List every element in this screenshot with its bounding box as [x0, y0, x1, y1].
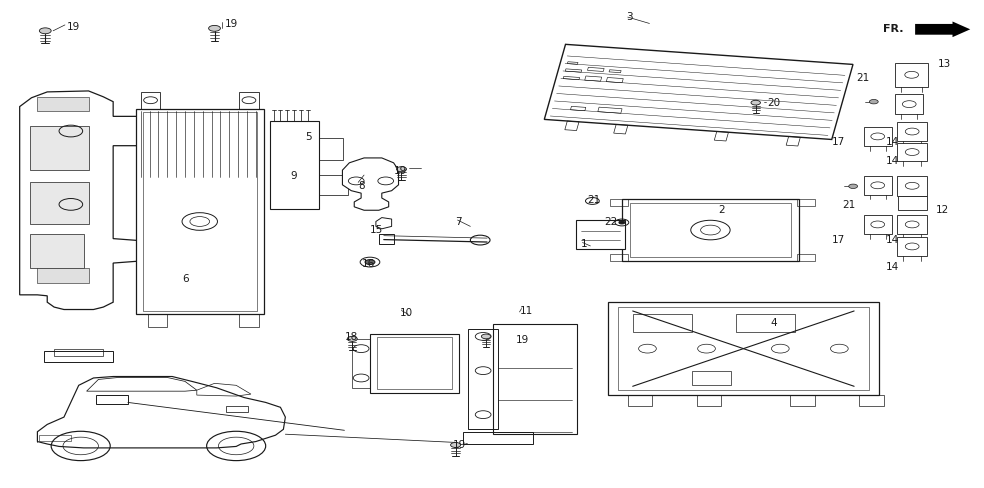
Polygon shape — [20, 92, 162, 310]
Circle shape — [451, 443, 461, 447]
Polygon shape — [608, 303, 879, 395]
Circle shape — [751, 101, 761, 106]
Circle shape — [365, 260, 375, 265]
Text: 7: 7 — [456, 217, 462, 227]
Text: 12: 12 — [936, 205, 949, 215]
Text: 8: 8 — [358, 181, 365, 190]
Text: 1: 1 — [581, 239, 587, 249]
Polygon shape — [897, 216, 927, 234]
Text: 18: 18 — [344, 332, 357, 342]
Polygon shape — [37, 377, 285, 448]
Polygon shape — [270, 122, 319, 210]
Text: 3: 3 — [626, 12, 633, 22]
Text: FR.: FR. — [883, 24, 903, 34]
Polygon shape — [864, 177, 892, 195]
Circle shape — [397, 167, 406, 172]
Polygon shape — [898, 196, 927, 211]
Circle shape — [39, 29, 51, 35]
Polygon shape — [544, 45, 853, 140]
Text: 20: 20 — [768, 98, 780, 107]
Text: 10: 10 — [400, 307, 412, 317]
Polygon shape — [493, 325, 577, 434]
Polygon shape — [897, 143, 927, 162]
Circle shape — [347, 337, 357, 342]
Polygon shape — [30, 183, 89, 224]
Polygon shape — [864, 128, 892, 146]
Polygon shape — [370, 334, 459, 393]
Circle shape — [848, 185, 858, 189]
Text: 19: 19 — [516, 334, 528, 344]
Text: 21: 21 — [587, 195, 600, 205]
Text: 19: 19 — [394, 166, 406, 176]
Polygon shape — [37, 98, 89, 112]
Text: 14: 14 — [886, 234, 898, 244]
Text: 2: 2 — [718, 205, 725, 215]
Text: 5: 5 — [305, 132, 312, 142]
Polygon shape — [37, 268, 89, 283]
Text: 19: 19 — [224, 20, 237, 29]
Polygon shape — [864, 216, 892, 234]
Text: 21: 21 — [842, 200, 855, 210]
Circle shape — [619, 222, 625, 224]
Polygon shape — [30, 127, 89, 171]
Polygon shape — [897, 238, 927, 256]
Polygon shape — [895, 95, 923, 115]
Text: 11: 11 — [520, 305, 532, 315]
Text: 17: 17 — [831, 234, 844, 244]
Circle shape — [209, 26, 220, 32]
Text: 14: 14 — [886, 156, 898, 166]
Text: 22: 22 — [604, 217, 617, 227]
Polygon shape — [576, 221, 625, 250]
Polygon shape — [342, 159, 399, 211]
Polygon shape — [897, 123, 927, 142]
Text: 16: 16 — [362, 259, 375, 268]
Text: 15: 15 — [370, 224, 383, 234]
Text: 21: 21 — [856, 73, 869, 83]
Polygon shape — [895, 63, 928, 88]
Polygon shape — [622, 200, 799, 261]
Text: 9: 9 — [290, 171, 297, 181]
Text: 19: 19 — [453, 439, 465, 449]
Polygon shape — [30, 234, 84, 268]
Text: 4: 4 — [770, 317, 777, 327]
Text: 6: 6 — [182, 273, 189, 283]
Text: 13: 13 — [938, 59, 951, 68]
Circle shape — [870, 101, 878, 105]
Text: 17: 17 — [831, 137, 844, 146]
Text: 14: 14 — [886, 261, 898, 271]
Circle shape — [481, 334, 491, 339]
FancyArrow shape — [915, 22, 970, 38]
Text: 14: 14 — [886, 137, 898, 146]
Text: 19: 19 — [67, 22, 80, 32]
Polygon shape — [136, 110, 264, 315]
Polygon shape — [897, 177, 927, 196]
